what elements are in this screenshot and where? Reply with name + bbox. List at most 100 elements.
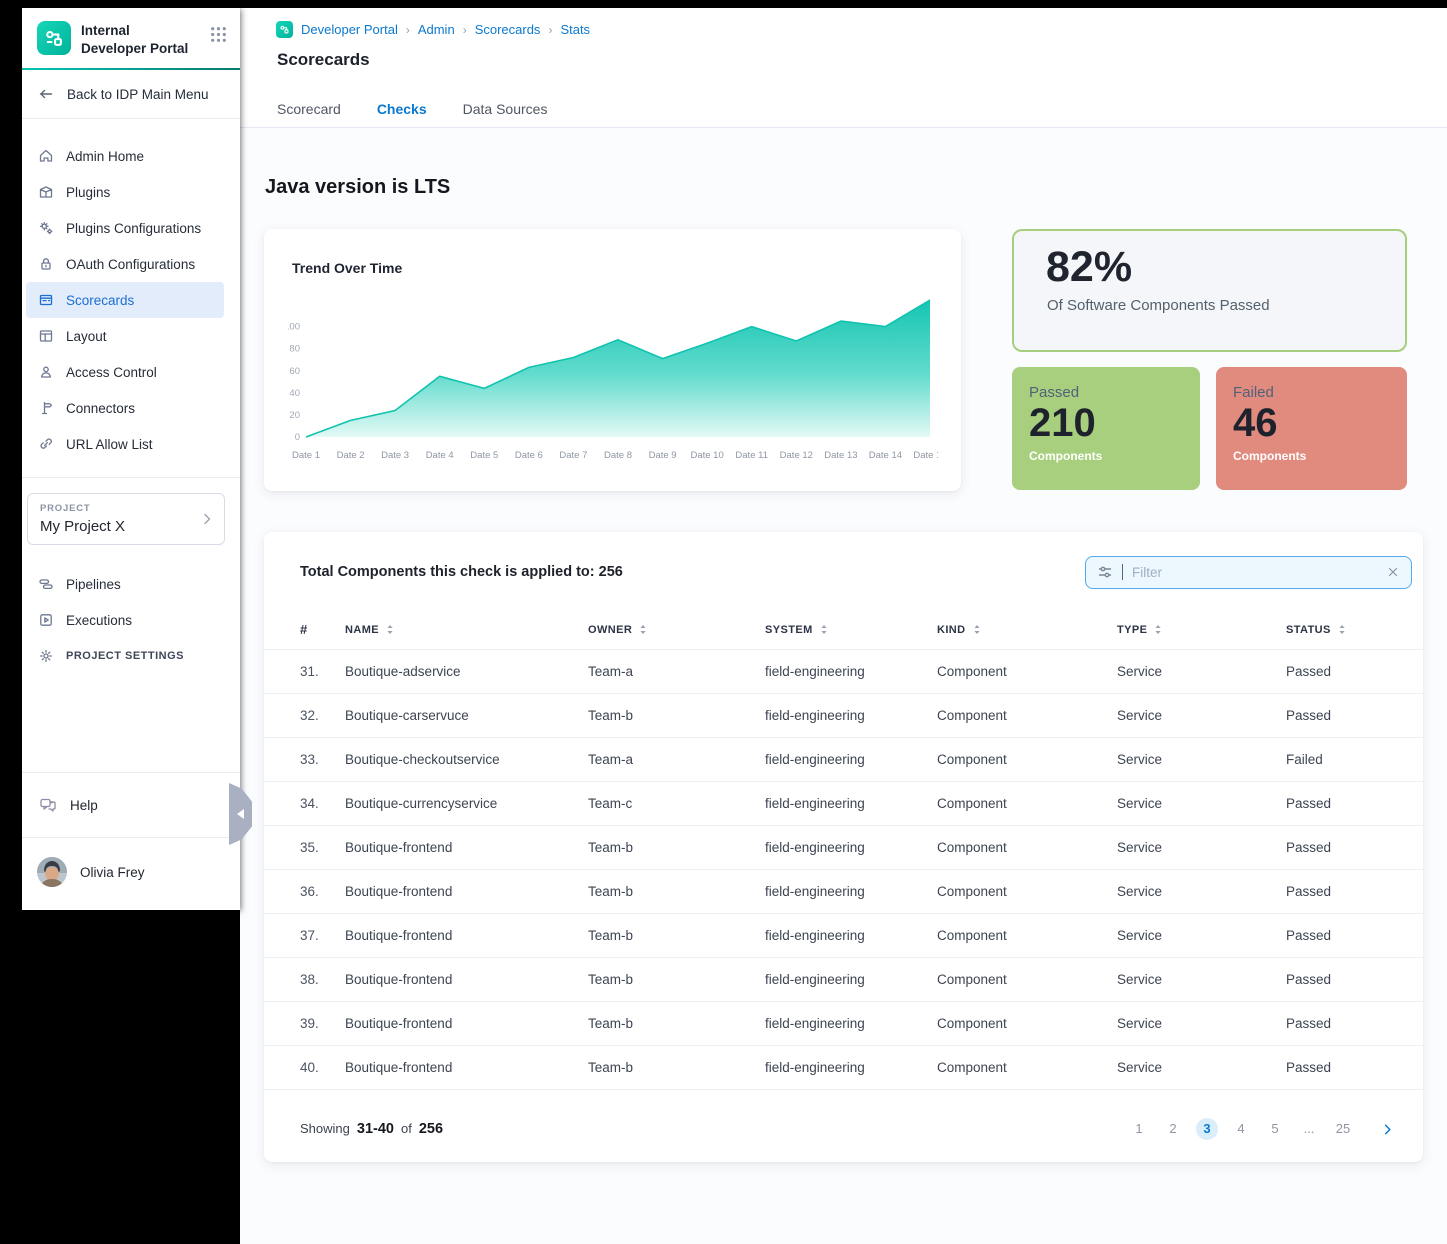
page-button-25[interactable]: 25	[1335, 1121, 1351, 1136]
sidebar-item-plugins-configurations[interactable]: Plugins Configurations	[26, 210, 224, 246]
table-row[interactable]: 33. Boutique-checkoutservice Team-a fiel…	[264, 738, 1423, 782]
tab-scorecard[interactable]: Scorecard	[277, 101, 341, 117]
gears-icon	[38, 220, 54, 236]
percent-passed-value: 82%	[1046, 243, 1133, 291]
table-header-row: # NAME OWNER SYSTEM KIND TYPE STATUS	[264, 610, 1423, 650]
sidebar: Internal Developer Portal Back to IDP Ma…	[22, 8, 252, 910]
sidebar-collapse-handle[interactable]	[229, 783, 252, 845]
table-row[interactable]: 37. Boutique-frontend Team-b field-engin…	[264, 914, 1423, 958]
breadcrumb-separator: ›	[548, 22, 553, 37]
sort-icon[interactable]	[385, 624, 395, 635]
help-button[interactable]: Help	[22, 772, 240, 838]
checks-stats-section: Java version is LTS Trend Over Time 0 20 4…	[240, 128, 1447, 1244]
filter-input[interactable]	[1132, 564, 1377, 580]
sort-icon[interactable]	[819, 624, 829, 635]
column-header-owner[interactable]: OWNER	[588, 624, 765, 636]
table-row[interactable]: 39. Boutique-frontend Team-b field-engin…	[264, 1002, 1423, 1046]
gear-icon	[38, 648, 54, 664]
column-header-name[interactable]: NAME	[345, 624, 588, 636]
trend-over-time-chart: 0 20 40 60 80 100 Date 1 Date 2 Date 3 Date 4 Dat…	[284, 288, 961, 471]
breadcrumb-stats[interactable]: Stats	[560, 22, 591, 37]
svg-text:Date 10: Date 10	[690, 450, 723, 461]
page-button-1[interactable]: 1	[1135, 1121, 1143, 1136]
sidebar-item-access-control[interactable]: Access Control	[26, 354, 224, 390]
sidebar-item-admin-home[interactable]: Admin Home	[26, 138, 224, 174]
sidebar-divider	[22, 477, 240, 479]
sidebar-item-pipelines[interactable]: Pipelines	[26, 566, 224, 602]
sort-icon[interactable]	[972, 624, 982, 635]
column-header-system[interactable]: SYSTEM	[765, 624, 937, 636]
column-header-status[interactable]: STATUS	[1286, 624, 1407, 636]
check-title: Java version is LTS	[265, 176, 451, 198]
tabs-divider	[240, 127, 1447, 128]
table-row[interactable]: 31. Boutique-adservice Team-a field-engi…	[264, 650, 1423, 694]
table-row[interactable]: 40. Boutique-frontend Team-b field-engin…	[264, 1046, 1423, 1090]
table-row[interactable]: 35. Boutique-frontend Team-b field-engin…	[264, 826, 1423, 870]
project-name: My Project X	[40, 518, 126, 536]
portal-logo-icon	[276, 21, 293, 38]
of-label: of	[400, 1121, 412, 1136]
breadcrumb-separator: ›	[462, 22, 467, 37]
user-profile[interactable]: Olivia Frey	[22, 838, 240, 910]
page-button-5[interactable]: 5	[1271, 1121, 1279, 1136]
sidebar-item-layout[interactable]: Layout	[26, 318, 224, 354]
sidebar-item-connectors[interactable]: Connectors	[26, 390, 224, 426]
admin-nav: Admin Home Plugins Plugins Configuration…	[22, 138, 240, 462]
sidebar-item-url-allow-list[interactable]: URL Allow List	[26, 426, 224, 462]
sidebar-item-oauth-configurations[interactable]: OAuth Configurations	[26, 246, 224, 282]
brand-divider	[22, 68, 240, 71]
next-page-button[interactable]	[1380, 1122, 1395, 1137]
user-name: Olivia Frey	[80, 864, 145, 880]
showing-range: 31-40	[356, 1121, 394, 1137]
breadcrumb-scorecards[interactable]: Scorecards	[474, 22, 541, 37]
sidebar-item-executions[interactable]: Executions	[26, 602, 224, 638]
play-icon	[38, 612, 54, 628]
project-label: PROJECT	[40, 503, 91, 515]
failed-label: Failed	[1233, 384, 1274, 401]
clear-filter-icon[interactable]	[1386, 565, 1400, 579]
chevron-right-icon	[199, 511, 215, 527]
sidebar-item-project-settings[interactable]: PROJECT SETTINGS	[26, 638, 224, 674]
sort-icon[interactable]	[1337, 624, 1347, 635]
breadcrumb-developer-portal[interactable]: Developer Portal	[301, 22, 398, 37]
page-button-3[interactable]: 3	[1196, 1118, 1218, 1140]
signpost-icon	[38, 400, 54, 416]
breadcrumb-admin[interactable]: Admin	[417, 22, 455, 37]
project-nav: Pipelines Executions	[22, 566, 240, 638]
app-grid-icon[interactable]	[209, 21, 228, 49]
help-label: Help	[70, 797, 98, 813]
tab-checks[interactable]: Checks	[367, 101, 436, 134]
svg-text:Date 1: Date 1	[292, 450, 320, 461]
svg-text:100: 100	[288, 322, 300, 333]
sidebar-item-scorecards[interactable]: Scorecards	[26, 282, 224, 319]
table-row[interactable]: 34. Boutique-currencyservice Team-c fiel…	[264, 782, 1423, 826]
tab-data-sources[interactable]: Data Sources	[462, 101, 548, 117]
svg-text:Date 7: Date 7	[559, 450, 587, 461]
tab-bar: Scorecard Checks Data Sources	[277, 101, 548, 134]
filter-input-wrapper[interactable]	[1085, 555, 1412, 589]
page-button-2[interactable]: 2	[1169, 1121, 1177, 1136]
home-icon	[38, 148, 54, 164]
column-header-kind[interactable]: KIND	[937, 624, 1117, 636]
help-chat-icon	[39, 796, 57, 814]
person-icon	[38, 364, 54, 380]
passed-value: 210	[1029, 401, 1096, 445]
sort-icon[interactable]	[638, 624, 648, 635]
sort-icon[interactable]	[1153, 624, 1163, 635]
table-row[interactable]: 32. Boutique-carservuce Team-b field-eng…	[264, 694, 1423, 738]
passed-caption: Components	[1029, 449, 1103, 463]
back-to-idp-main-menu[interactable]: Back to IDP Main Menu	[22, 70, 240, 120]
sidebar-item-plugins[interactable]: Plugins	[26, 174, 224, 210]
svg-text:Date 2: Date 2	[337, 450, 365, 461]
passed-label: Passed	[1029, 384, 1080, 401]
table-row[interactable]: 36. Boutique-frontend Team-b field-engin…	[264, 870, 1423, 914]
passed-stat-card: Passed 210 Components	[1012, 367, 1200, 490]
column-header-type[interactable]: TYPE	[1117, 624, 1286, 636]
avatar	[37, 857, 67, 887]
table-footer: Showing 31-40 of 256 1 2 3 4 5... 25	[264, 1090, 1423, 1162]
table-row[interactable]: 38. Boutique-frontend Team-b field-engin…	[264, 958, 1423, 1002]
page-button-4[interactable]: 4	[1237, 1121, 1245, 1136]
svg-text:60: 60	[289, 366, 300, 377]
project-selector[interactable]: PROJECT My Project X	[27, 493, 225, 546]
